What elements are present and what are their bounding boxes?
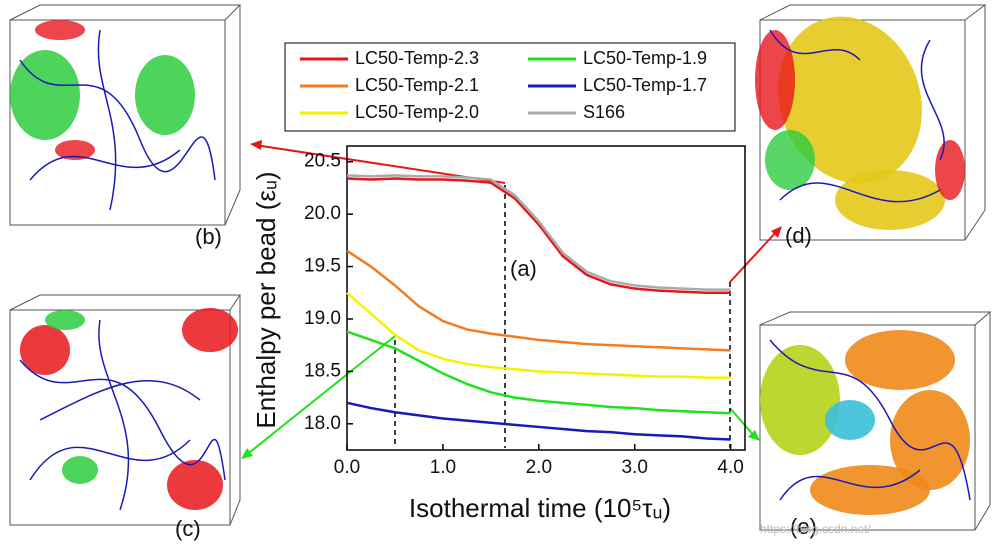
cube-c — [9, 294, 241, 526]
panel-label: (e) — [790, 514, 817, 539]
x-tick-label: 3.0 — [621, 457, 647, 478]
legend-box — [284, 42, 736, 132]
panel-label: (c) — [175, 516, 201, 541]
x-tick-label: 2.0 — [526, 457, 552, 478]
panel-label: (d) — [785, 223, 812, 248]
y-tick-label: 19.5 — [304, 256, 341, 277]
x-tick-label: 0.0 — [334, 457, 360, 478]
legend-label: LC50-Temp-2.3 — [355, 48, 479, 68]
y-axis-label: Enthalpy per bead (εᵤ) — [251, 171, 281, 428]
watermark: https://blog.csdn.net/ — [760, 522, 871, 536]
x-axis-label: Isothermal time (10⁵τᵤ) — [409, 493, 671, 523]
y-tick-label: 19.0 — [304, 308, 341, 329]
plot-frame — [346, 145, 746, 451]
cube-e — [759, 311, 992, 531]
y-tick-label: 18.0 — [304, 413, 341, 434]
series-line — [346, 249, 731, 352]
series-line — [346, 291, 731, 379]
cube-d — [755, 4, 987, 241]
series-line — [346, 401, 731, 441]
x-tick-label: 1.0 — [430, 457, 456, 478]
y-tick-label: 20.5 — [304, 151, 341, 172]
series-line — [346, 177, 731, 295]
panel-label: (a) — [510, 256, 537, 281]
arrows — [241, 140, 782, 459]
legend-label: LC50-Temp-2.1 — [355, 75, 479, 95]
legend-label: S166 — [583, 102, 625, 122]
legend-label: LC50-Temp-1.7 — [583, 75, 707, 95]
cube-b — [9, 4, 242, 226]
x-tick-label: 4.0 — [717, 457, 743, 478]
legend-label: LC50-Temp-1.9 — [583, 48, 707, 68]
panel-label: (b) — [195, 224, 222, 249]
y-tick-label: 20.0 — [304, 203, 341, 224]
series-line — [346, 330, 731, 415]
series-line — [346, 174, 731, 291]
legend-label: LC50-Temp-2.0 — [355, 102, 479, 122]
y-tick-label: 18.5 — [304, 360, 341, 381]
